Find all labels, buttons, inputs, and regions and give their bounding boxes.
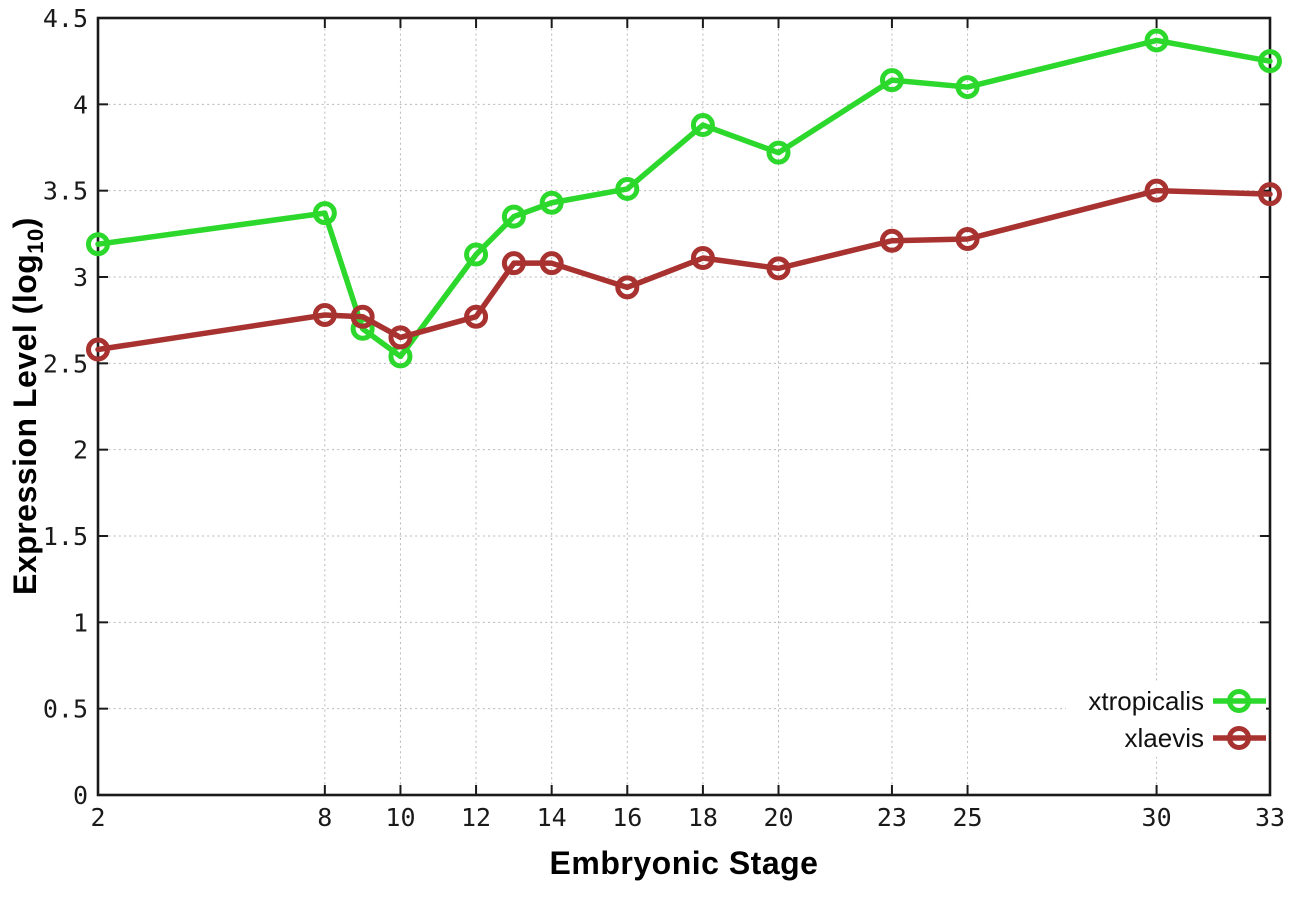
data-point-xtropicalis	[312, 201, 337, 226]
x-tick-label: 10	[385, 803, 415, 832]
x-tick-label: 16	[612, 803, 642, 832]
data-point-xtropicalis	[86, 232, 110, 257]
data-point-xtropicalis	[539, 190, 564, 215]
x-tick-label: 2	[90, 803, 105, 832]
y-tick-label: 1	[73, 608, 88, 637]
x-tick-label: 20	[763, 803, 793, 832]
data-point-xlaevis	[1258, 182, 1282, 207]
x-axis-title: Embryonic Stage	[549, 845, 819, 881]
x-tick-label: 25	[952, 803, 982, 832]
series-line-xtropicalis	[95, 37, 1273, 360]
y-tick-label: 4	[73, 90, 88, 119]
data-point-xlaevis	[350, 304, 375, 329]
data-point-xlaevis	[615, 275, 640, 300]
data-point-xtropicalis	[464, 242, 489, 267]
x-tick-label: 14	[537, 803, 567, 832]
y-tick-label: 2	[73, 436, 88, 465]
y-tick-label: 4.5	[43, 4, 88, 33]
y-tick-label: 1.5	[43, 522, 88, 551]
data-point-xlaevis	[766, 256, 791, 281]
data-point-xlaevis	[539, 251, 564, 276]
x-tick-label: 30	[1142, 803, 1172, 832]
data-point-xlaevis	[501, 251, 526, 276]
legend-label-xtropicalis: xtropicalis	[1088, 686, 1204, 716]
data-point-xlaevis	[1144, 178, 1169, 203]
data-point-xtropicalis	[955, 75, 980, 100]
data-point-xlaevis	[690, 246, 715, 271]
y-tick-label: 0	[73, 781, 88, 810]
data-point-xtropicalis	[501, 204, 526, 229]
y-axis-title: Expression Level (log10)	[7, 217, 49, 595]
data-point-xlaevis	[86, 337, 110, 362]
x-tick-label: 23	[877, 803, 907, 832]
y-axis-title-suffix: )	[6, 217, 43, 229]
legend-label-xlaevis: xlaevis	[1125, 723, 1204, 753]
legend-marker-xlaevis	[1227, 726, 1251, 750]
data-point-xlaevis	[464, 304, 489, 329]
data-point-xtropicalis	[879, 68, 904, 93]
y-axis-title-subscript: 10	[23, 228, 49, 254]
data-point-xtropicalis	[1144, 28, 1169, 53]
data-point-xtropicalis	[766, 140, 791, 165]
data-point-xlaevis	[388, 325, 413, 350]
data-point-xlaevis	[879, 228, 904, 253]
y-axis-title-text: Expression Level (log	[6, 253, 43, 595]
y-tick-label: 2.5	[43, 349, 88, 378]
data-point-xtropicalis	[690, 113, 715, 138]
data-point-xtropicalis	[615, 176, 640, 201]
x-tick-label: 33	[1255, 803, 1285, 832]
data-point-xlaevis	[312, 302, 337, 327]
y-tick-label: 0.5	[43, 695, 88, 724]
data-point-xlaevis	[955, 227, 980, 252]
y-tick-label: 3.5	[43, 177, 88, 206]
legend-marker-xtropicalis	[1227, 689, 1251, 713]
series-line-xlaevis	[95, 187, 1273, 353]
plot-border	[96, 16, 1272, 797]
x-tick-label: 18	[688, 803, 718, 832]
data-point-xtropicalis	[1258, 49, 1282, 74]
x-tick-label: 12	[461, 803, 491, 832]
x-tick-label: 8	[317, 803, 332, 832]
y-tick-label: 3	[73, 263, 88, 292]
